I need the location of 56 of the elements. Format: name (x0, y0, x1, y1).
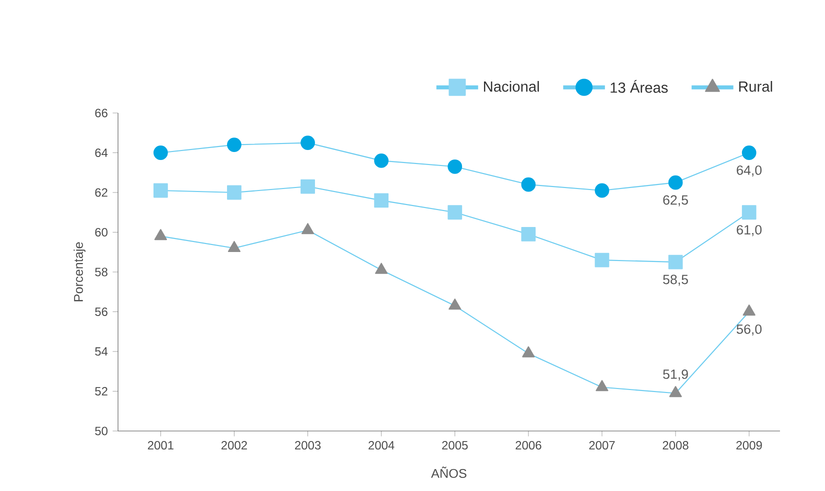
point (521, 227, 536, 242)
legend-label: Nacional (484, 81, 539, 92)
y-tick-label: 56 (95, 307, 108, 316)
point (448, 159, 462, 174)
point (300, 179, 315, 194)
point (742, 304, 756, 316)
x-tick-label: 2005 (442, 441, 468, 450)
y-axis-title: Porcentaje (74, 242, 86, 302)
x-tick-label: 2002 (221, 441, 247, 450)
y-tick-label: 64 (95, 148, 108, 157)
point (228, 240, 241, 252)
x-tick-label: 2003 (295, 441, 321, 450)
y-tick-label: 62 (95, 188, 108, 197)
data-label: 61,0 (736, 225, 762, 236)
point (301, 223, 314, 234)
x-axis-title: AÑOS (431, 466, 466, 478)
point (669, 386, 682, 398)
y-tick-label: 60 (95, 228, 108, 236)
point (742, 146, 756, 160)
point (448, 205, 462, 220)
point (596, 380, 608, 392)
point (375, 262, 388, 274)
data-label: 58,5 (663, 274, 688, 286)
x-tick-label: 2008 (662, 441, 688, 450)
x-tick-label: 2006 (516, 441, 542, 450)
point (374, 193, 389, 208)
point (227, 138, 242, 152)
point (668, 254, 683, 270)
x-tick-label: 2001 (148, 441, 174, 450)
y-tick-label: 52 (95, 386, 108, 396)
point (742, 205, 756, 220)
point (448, 298, 462, 310)
y-tick-label: 66 (95, 108, 108, 118)
point (153, 183, 168, 198)
data-label: 51,9 (663, 370, 688, 381)
x-tick-label: 2009 (736, 441, 762, 450)
data-label: 62,5 (663, 195, 688, 206)
point (668, 175, 683, 190)
data-label: 64,0 (736, 165, 762, 176)
point (374, 153, 389, 168)
y-tick-label: 58 (95, 268, 108, 276)
legend-label: 13 Áreas (610, 80, 668, 93)
point (594, 252, 610, 268)
y-tick-label: 50 (95, 426, 108, 436)
data-label: 56,0 (736, 324, 762, 336)
x-tick-label: 2004 (368, 441, 394, 450)
point (522, 346, 535, 358)
point (521, 177, 536, 192)
point (300, 136, 315, 150)
y-tick-label: 54 (95, 347, 108, 356)
x-tick-label: 2007 (589, 441, 615, 450)
point (227, 185, 242, 200)
point (594, 183, 610, 198)
legend-label: Rural (739, 81, 772, 92)
point (154, 229, 167, 240)
point (153, 146, 168, 160)
